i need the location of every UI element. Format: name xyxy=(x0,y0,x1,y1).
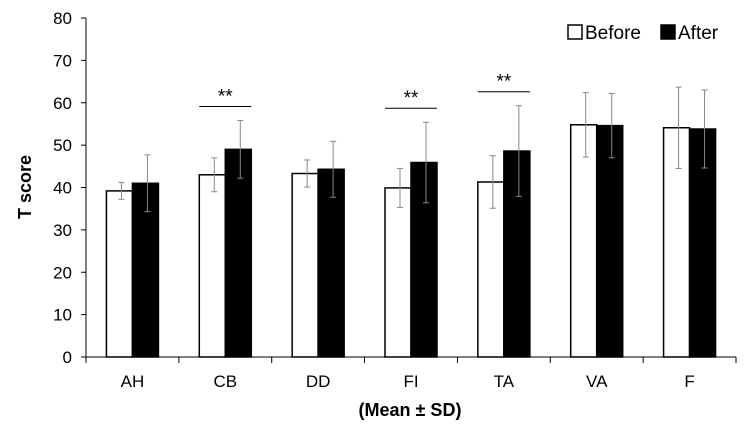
bars-group xyxy=(105,124,717,358)
bar-after-ah xyxy=(131,182,160,358)
x-axis-title: (Mean ± SD) xyxy=(359,400,462,420)
bar-before-ah xyxy=(105,190,134,358)
x-tick-label: FI xyxy=(403,372,418,391)
x-tick-label: TA xyxy=(494,372,515,391)
x-axis-ticks: AH CB DD FI TA VA F xyxy=(85,357,737,391)
bar-before-dd xyxy=(291,172,319,358)
y-axis-title: T score xyxy=(15,155,35,219)
y-tick-label: 40 xyxy=(53,179,72,198)
y-tick-label: 60 xyxy=(53,94,72,113)
y-tick-label: 10 xyxy=(53,306,72,325)
bar-before-fi xyxy=(384,187,412,358)
bar-before-va xyxy=(569,124,598,358)
y-tick-label: 50 xyxy=(53,136,72,155)
significance-group: ** ** ** xyxy=(199,72,530,109)
y-tick-label: 80 xyxy=(53,9,72,28)
x-tick-label: VA xyxy=(586,372,608,391)
bar-after-ta xyxy=(503,150,531,358)
bar-after-dd xyxy=(317,168,345,358)
bar-before-cb xyxy=(198,174,227,358)
y-axis-ticks: 0 10 20 30 40 50 60 70 80 xyxy=(53,9,86,367)
significance-label: ** xyxy=(404,88,419,109)
legend-swatch-after xyxy=(660,24,676,40)
x-tick-label: DD xyxy=(306,372,331,391)
y-tick-label: 0 xyxy=(63,348,72,367)
legend-label-after: After xyxy=(678,23,719,44)
x-tick-label: CB xyxy=(213,372,237,391)
significance-label: ** xyxy=(496,72,511,93)
bar-before-f xyxy=(662,127,691,358)
legend: Before After xyxy=(567,23,719,44)
bar-after-cb xyxy=(224,148,253,358)
legend-swatch-before xyxy=(567,24,583,40)
x-tick-label: AH xyxy=(121,372,145,391)
y-tick-label: 20 xyxy=(53,263,72,282)
significance-label: ** xyxy=(218,87,233,108)
error-bars-group xyxy=(118,86,708,213)
y-tick-label: 70 xyxy=(53,51,72,70)
bar-after-va xyxy=(595,124,624,358)
bar-after-f xyxy=(688,128,717,358)
legend-label-before: Before xyxy=(585,23,641,44)
bar-after-fi xyxy=(410,161,438,358)
y-tick-label: 30 xyxy=(53,221,72,240)
x-tick-label: F xyxy=(684,372,694,391)
